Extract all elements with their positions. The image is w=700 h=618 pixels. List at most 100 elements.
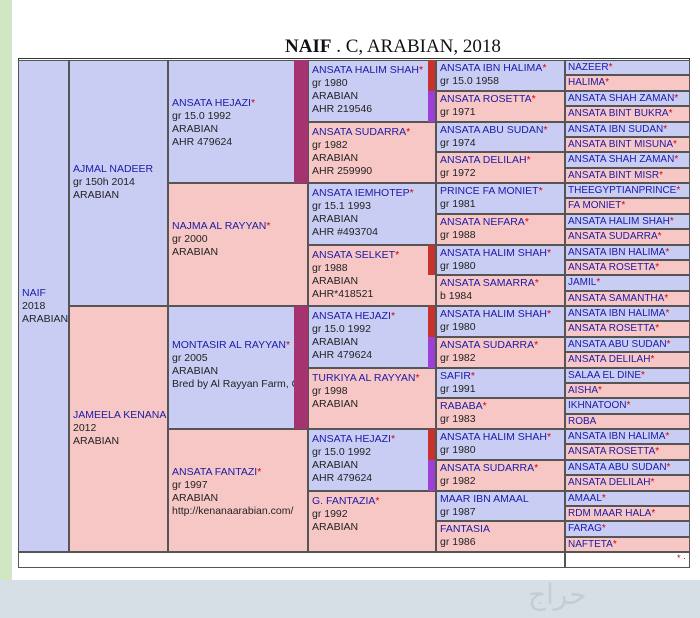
horse-detail-line: ARABIAN: [312, 274, 359, 287]
great-grandparent-cell[interactable]: ANSATA SELKET* gr 1988 ARABIAN AHR*418521: [308, 244, 436, 306]
great-grandparent-cell[interactable]: ANSATA SUDARRA* gr 1982 ARABIAN AHR 259990: [308, 121, 436, 183]
registration-star: *: [655, 323, 660, 335]
gen4-ancestor-cell[interactable]: PRINCE FA MONIET* gr 1981: [436, 183, 565, 214]
great-grandparent-cell[interactable]: TURKIYA AL RAYYAN* gr 1998 ARABIAN: [308, 367, 436, 429]
gen4-ancestor-cell[interactable]: ANSATA SAMARRA* b 1984: [436, 275, 565, 306]
gen5-ancestor-cell[interactable]: ROBA: [565, 413, 690, 429]
grandparent-cell[interactable]: ANSATA FANTAZI* gr 1997 ARABIAN http://kena…: [168, 429, 308, 552]
gen4-ancestor-cell[interactable]: FANTASIA gr 1986: [436, 521, 565, 552]
gen5-ancestor-cell[interactable]: ANSATA DELILAH*: [565, 475, 690, 491]
gen5-ancestor-cell[interactable]: THEEGYPTIANPRINCE*: [565, 183, 690, 199]
horse-name-text: ANSATA IBN HALIMA: [440, 62, 543, 74]
gen5-ancestor-cell[interactable]: ANSATA ROSETTA*: [565, 259, 690, 276]
horse-detail-line: ARABIAN: [312, 90, 359, 102]
gen5-ancestor-cell[interactable]: RDM MAAR HALA*: [565, 505, 690, 522]
gen4-ancestor-cell[interactable]: ANSATA DELILAH* gr 1972: [436, 152, 565, 183]
horse-detail-line: gr 1971: [440, 105, 476, 118]
sire-dam-cell[interactable]: AJMAL NADEER gr 150h 2014 ARABIAN: [69, 60, 168, 306]
horse-detail-line: AHR 479624: [312, 349, 373, 361]
gen5-ancestor-cell[interactable]: ANSATA ROSETTA*: [565, 444, 690, 460]
registration-star: *: [546, 308, 552, 320]
gen4-ancestor-cell[interactable]: ANSATA ABU SUDAN* gr 1974: [436, 121, 565, 153]
gen5-ancestor-cell[interactable]: SALAA EL DINE*: [565, 367, 690, 383]
horse-name-text: JAMIL: [568, 277, 597, 289]
registration-star: *: [626, 400, 631, 412]
gen5-ancestor-cell[interactable]: NAFTETA*: [565, 536, 690, 552]
gen4-ancestor-cell[interactable]: ANSATA ROSETTA* gr 1971: [436, 90, 565, 122]
horse-name: HALIMA*: [568, 76, 687, 89]
registration-star: *: [673, 138, 677, 150]
gen5-ancestor-cell[interactable]: ANSATA ROSETTA*: [565, 321, 690, 337]
registration-star: *: [674, 92, 679, 104]
registration-star: *: [543, 123, 548, 136]
gen4-ancestor-cell[interactable]: MAAR IBN AMAAL gr 1987: [436, 490, 565, 522]
horse-name: ANSATA ABU SUDAN*: [568, 338, 687, 351]
gen5-ancestor-cell[interactable]: JAMIL*: [565, 275, 690, 291]
gen5-ancestor-cell[interactable]: ANSATA DELILAH*: [565, 352, 690, 368]
horse-name: ANSATA HEJAZI*: [312, 310, 432, 323]
gen5-ancestor-cell[interactable]: ANSATA BINT MISUNA*: [565, 136, 690, 153]
gen4-ancestor-cell[interactable]: ANSATA NEFARA* gr 1988: [436, 213, 565, 245]
horse-detail-line: 2018: [22, 300, 46, 312]
horse-detail-line: ARABIAN: [312, 151, 359, 164]
gen5-ancestor-cell[interactable]: ANSATA HALIM SHAH*: [565, 213, 690, 230]
gen5-ancestor-cell[interactable]: ANSATA SUDARRA*: [565, 229, 690, 245]
sire-dam-cell[interactable]: JAMEELA KENANA 2012 ARABIAN: [69, 306, 168, 552]
horse-detail-line: ARABIAN: [73, 435, 120, 447]
gen5-ancestor-cell[interactable]: AMAAL*: [565, 490, 690, 506]
gen5-ancestor-cell[interactable]: FARAG*: [565, 521, 690, 537]
gen4-ancestor-cell[interactable]: ANSATA HALIM SHAH* gr 1980: [436, 306, 565, 337]
great-grandparent-cell[interactable]: ANSATA IEMHOTEP* gr 15.1 1993 ARABIAN AHR #…: [308, 183, 436, 245]
gen5-ancestor-cell[interactable]: NAZEER*: [565, 60, 690, 76]
gen4-ancestor-cell[interactable]: ANSATA HALIM SHAH* gr 1980: [436, 429, 565, 460]
registration-star: *: [415, 371, 420, 384]
gen5-ancestor-cell[interactable]: IKHNATOON*: [565, 398, 690, 414]
grandparent-cell[interactable]: MONTASIR AL RAYYAN* gr 2005 ARABIAN Bred by…: [168, 306, 308, 429]
gen5-ancestor-cell[interactable]: ANSATA IBN SUDAN*: [565, 121, 690, 137]
gen4-ancestor-cell[interactable]: ANSATA HALIM SHAH* gr 1980: [436, 244, 565, 276]
great-grandparent-cell[interactable]: ANSATA HEJAZI* gr 15.0 1992 ARABIAN AHR 479…: [308, 429, 436, 491]
grandparent-cell[interactable]: ANSATA HEJAZI* gr 15.0 1992 ARABIAN AHR 479…: [168, 60, 308, 183]
registration-star: *: [650, 477, 655, 489]
gen4-ancestor-cell[interactable]: SAFIR* gr 1991: [436, 367, 565, 399]
gen5-ancestor-cell[interactable]: ANSATA ABU SUDAN*: [565, 459, 690, 476]
gen4-ancestor-cell[interactable]: ANSATA IBN HALIMA* gr 15.0 1958: [436, 60, 565, 91]
gen5-ancestor-cell[interactable]: ANSATA SHAH ZAMAN*: [565, 90, 690, 107]
gen5-ancestor-cell[interactable]: ANSATA BINT MISR*: [565, 167, 690, 183]
great-grandparent-cell[interactable]: G. FANTAZIA* gr 1992 ARABIAN: [308, 490, 436, 552]
gen4-ancestor-cell[interactable]: ANSATA SUDARRA* gr 1982: [436, 459, 565, 491]
gen5-ancestor-cell[interactable]: ANSATA IBN HALIMA*: [565, 429, 690, 445]
horse-name-text: ANSATA HEJAZI: [312, 433, 391, 445]
horse-detail-line: gr 1988: [312, 261, 348, 274]
registration-star: *: [612, 538, 617, 550]
gen5-ancestor-cell[interactable]: ANSATA BINT BUKRA*: [565, 106, 690, 122]
horse-name-text: ANSATA DELILAH: [568, 477, 651, 489]
gen4-ancestor-cell[interactable]: RABABA* gr 1983: [436, 398, 565, 429]
gen5-ancestor-cell[interactable]: ANSATA ABU SUDAN*: [565, 336, 690, 353]
registration-star: *: [668, 108, 673, 120]
line-color-bar: [428, 459, 435, 491]
gen5-ancestor-cell[interactable]: HALIMA*: [565, 75, 690, 91]
great-grandparent-cell[interactable]: ANSATA HALIM SHAH* gr 1980 ARABIAN AHR 2195…: [308, 60, 436, 122]
horse-detail-line: gr 1972: [440, 167, 476, 180]
horse-detail-line: gr 1980: [312, 77, 348, 89]
gen5-ancestor-cell[interactable]: AISHA*: [565, 382, 690, 399]
horse-name-text: SAFIR: [440, 369, 471, 382]
horse-detail-line: AHR 479624: [312, 472, 373, 484]
horse-name: NAFTETA*: [568, 538, 687, 551]
horse-name-text: HALIMA: [568, 77, 606, 89]
gen5-ancestor-cell[interactable]: FA MONIET*: [565, 198, 690, 214]
horse-name-text: FANTASIA: [440, 523, 490, 536]
subject-horse-cell[interactable]: NAIF 2018 ARABIAN: [18, 60, 69, 552]
gen5-ancestor-cell[interactable]: ANSATA IBN HALIMA*: [565, 244, 690, 260]
gen5-ancestor-cell[interactable]: ANSATA IBN HALIMA*: [565, 306, 690, 322]
gen4-ancestor-cell[interactable]: ANSATA SUDARRA* gr 1982: [436, 336, 565, 368]
gen5-ancestor-cell[interactable]: ANSATA SAMANTHA*: [565, 290, 690, 306]
horse-name: ANSATA BINT BUKRA*: [568, 107, 687, 120]
horse-detail-line: ARABIAN: [312, 213, 359, 225]
great-grandparent-cell[interactable]: ANSATA HEJAZI* gr 15.0 1992 ARABIAN AHR 479…: [308, 306, 436, 368]
registration-star: *: [608, 62, 613, 73]
horse-name: ANSATA SHAH ZAMAN*: [568, 92, 687, 105]
gen5-ancestor-cell[interactable]: ANSATA SHAH ZAMAN*: [565, 152, 690, 168]
grandparent-cell[interactable]: NAJMA AL RAYYAN* gr 2000 ARABIAN: [168, 183, 308, 306]
